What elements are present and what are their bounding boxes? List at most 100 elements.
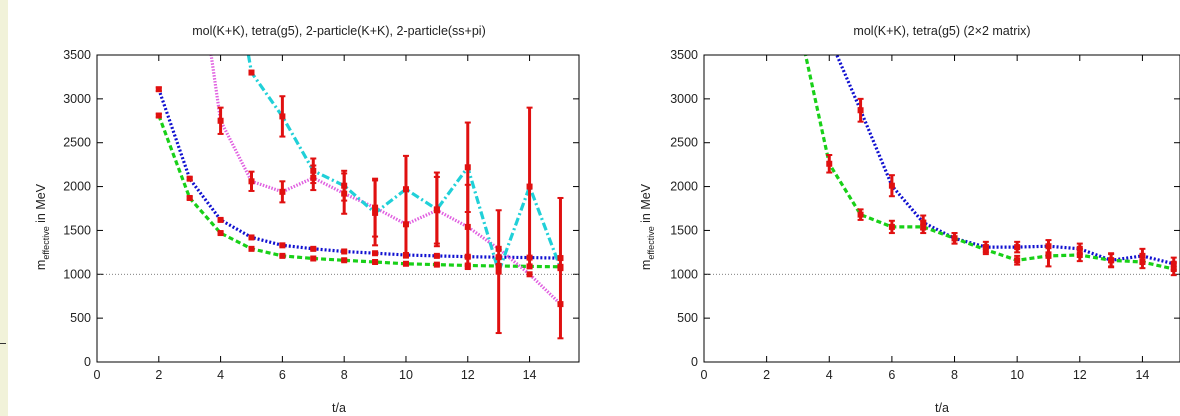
x-tick-label: 12 [1073,368,1087,382]
y-tick-label: 3500 [63,48,91,62]
y-label-subscript: effective [646,226,656,259]
y-tick-label: 2500 [670,136,698,150]
plot-background [8,0,600,416]
y-tick-label: 1000 [63,267,91,281]
data-point [402,260,409,267]
data-point [341,248,348,255]
left-margin-strip [0,0,8,416]
x-tick-label: 2 [155,368,162,382]
plot-area [155,55,564,340]
data-point [464,164,471,171]
y-tick-label: 500 [677,311,698,325]
data-point [402,186,409,193]
x-tick-label: 14 [1135,368,1149,382]
series-line-0 [157,88,561,260]
data-point [402,221,409,228]
x-tick-label: 6 [888,368,895,382]
x-tick-label: 4 [826,368,833,382]
data-point [186,194,193,201]
x-tick-label: 8 [341,368,348,382]
edge-tick-mark [0,343,6,344]
data-point [433,206,440,213]
data-point [341,257,348,264]
data-point [857,107,864,114]
data-point [888,223,895,230]
y-tick-label: 1000 [670,267,698,281]
data-point [1170,266,1177,273]
x-tick-label: 2 [763,368,770,382]
y-axis-label: meffective in MeV [34,183,51,270]
y-label-main: m [34,260,48,270]
data-point [888,182,895,189]
y-label-subscript: effective [41,226,51,259]
plot-area [803,55,1177,277]
data-point [248,234,255,241]
data-point [310,245,317,252]
data-point [186,175,193,182]
data-point [1108,257,1115,264]
chart-title: mol(K+K), tetra(g5) (2×2 matrix) [853,24,1030,38]
data-point [248,69,255,76]
x-tick-label: 12 [461,368,475,382]
x-tick-label: 8 [951,368,958,382]
data-point [464,223,471,230]
plot-background [600,0,1180,416]
data-point [279,242,286,249]
y-tick-label: 3000 [670,92,698,106]
data-point [826,160,833,167]
y-tick-label: 2500 [63,136,91,150]
data-point [951,235,958,242]
data-point [341,182,348,189]
x-tick-label: 10 [1010,368,1024,382]
y-tick-label: 2000 [63,180,91,194]
y-tick-label: 500 [70,311,91,325]
y-tick-label: 2000 [670,180,698,194]
data-point [155,86,162,93]
data-point [982,246,989,253]
data-point [920,223,927,230]
data-point [526,271,533,278]
y-tick-label: 3000 [63,92,91,106]
data-point [310,167,317,174]
chart-right: mol(K+K), tetra(g5) (2×2 matrix) t/a mef… [600,0,1180,416]
data-point [279,188,286,195]
data-point [155,112,162,119]
data-point [1014,244,1021,251]
data-point [217,230,224,237]
axis-frame [96,54,580,363]
data-point [217,216,224,223]
x-axis-label: t/a [332,401,346,415]
x-axis-label: t/a [935,401,949,415]
data-point [248,245,255,252]
y-tick-label: 0 [84,355,91,369]
y-tick-label: 1500 [670,223,698,237]
x-tick-label: 0 [701,368,708,382]
x-tick-label: 0 [94,368,101,382]
data-point [557,265,564,272]
data-point [310,255,317,262]
data-point [372,209,379,216]
axis-frame [703,54,1180,363]
y-label-rest: in MeV [639,183,653,226]
series-line-1 [157,114,561,269]
x-tick-label: 14 [523,368,537,382]
y-tick-label: 0 [691,355,698,369]
data-point [372,250,379,257]
data-point [526,183,533,190]
data-point [1014,257,1021,264]
y-label-rest: in MeV [34,183,48,226]
data-point [279,113,286,120]
data-point [372,259,379,266]
chart-left: mol(K+K), tetra(g5), 2-particle(K+K), 2-… [8,0,600,416]
data-point [433,252,440,259]
x-tick-label: 6 [279,368,286,382]
data-point [1045,252,1052,259]
data-point [1139,259,1146,266]
data-point [248,178,255,185]
data-point [1076,251,1083,258]
y-axis-label: meffective in MeV [639,183,656,270]
data-point [857,211,864,218]
chart-title: mol(K+K), tetra(g5), 2-particle(K+K), 2-… [192,24,486,38]
y-tick-label: 1500 [63,223,91,237]
